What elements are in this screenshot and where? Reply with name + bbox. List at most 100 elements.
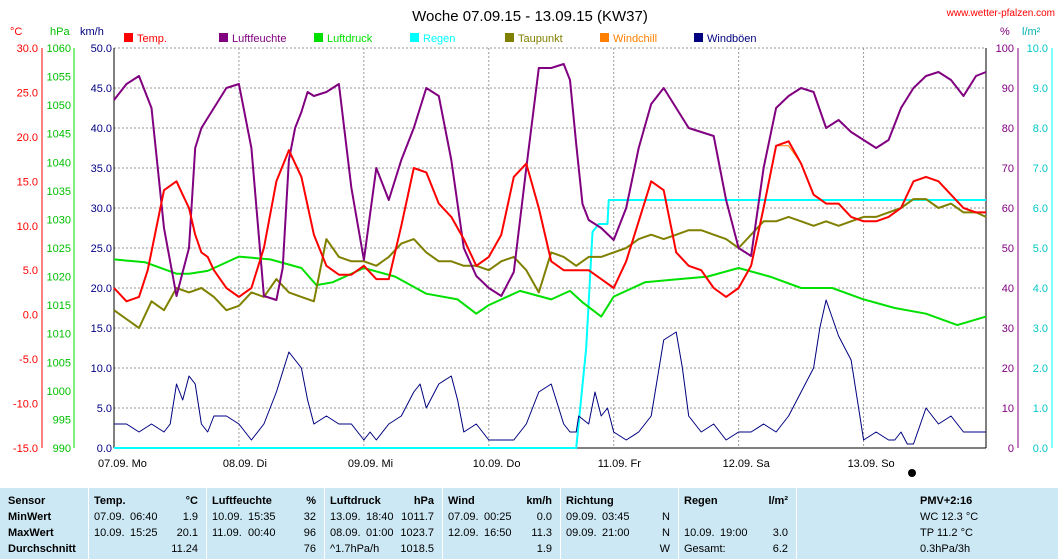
legend-swatch <box>410 33 419 42</box>
stats-rain-header: Regen <box>684 495 718 507</box>
x-day-label: 07.09. Mo <box>98 458 147 470</box>
stats-wind-unit: km/h <box>526 495 552 507</box>
stats-temp-max-time: 15:25 <box>130 527 158 539</box>
stats-separator <box>678 488 679 559</box>
stats-direction-max-date: 09.09. <box>566 527 597 539</box>
humidity-axis-tick: 40 <box>1002 283 1014 295</box>
legend-swatch <box>505 33 514 42</box>
stats-separator <box>560 488 561 559</box>
series-line-regen <box>114 199 986 449</box>
humidity-axis-tick: 80 <box>1002 123 1014 135</box>
wind-axis-tick: 5.0 <box>97 403 112 415</box>
stats-rain-total-value: 6.2 <box>772 543 788 555</box>
humidity-axis-tick: 60 <box>1002 203 1014 215</box>
series-line-windchill <box>113 145 986 302</box>
stats-pressure-max-time: 01:00 <box>366 527 394 539</box>
stats-rain-max-time: 19:00 <box>720 527 748 539</box>
stats-pmv-windchill: WC 12.3 °C <box>920 511 979 523</box>
x-day-label: 12.09. Sa <box>723 458 771 470</box>
rain-axis-tick: 6.0 <box>1033 203 1048 215</box>
pressure-axis-tick: 1060 <box>47 43 71 55</box>
wind-axis-tick: 15.0 <box>91 323 112 335</box>
wind-axis-tick: 40.0 <box>91 123 112 135</box>
chart-axes: 30.0 25.0 20.0 15.0 10.0 5.0 0.0 -5.0 -10.0 -15.0… <box>13 43 1053 455</box>
stats-wind-min-date: 07.09. <box>448 511 479 523</box>
stats-rain-total-label: Gesamt: <box>684 543 726 555</box>
pressure-axis-tick: 1035 <box>47 186 71 198</box>
humidity-axis-tick: 90 <box>1002 83 1014 95</box>
chart-title: Woche 07.09.15 - 13.09.15 (KW37) <box>412 8 648 25</box>
temp-axis-tick: 30.0 <box>17 43 38 55</box>
pressure-axis-tick: 1050 <box>47 100 71 112</box>
wind-axis-tick: 50.0 <box>91 43 112 55</box>
pressure-axis-tick: 1020 <box>47 272 71 284</box>
stats-wind-max-date: 12.09. <box>448 527 479 539</box>
stats-separator <box>796 488 797 559</box>
x-day-label: 09.09. Mi <box>348 458 393 470</box>
stats-temp-avg-value: 11.24 <box>171 543 198 555</box>
legend-item: Luftfeuchte <box>219 33 286 45</box>
stats-wind-header: Wind <box>448 495 475 507</box>
rain-axis-tick: 0.0 <box>1033 443 1048 455</box>
stats-separator <box>206 488 207 559</box>
humidity-axis-tick: 20 <box>1002 363 1014 375</box>
stats-sensor-header: Sensor <box>8 495 46 507</box>
legend-swatch <box>219 33 228 42</box>
chart-series <box>113 63 987 449</box>
stats-temp-header: Temp. <box>94 495 126 507</box>
wind-unit: km/h <box>80 26 104 38</box>
stats-pressure-max-value: 1023.7 <box>400 527 434 539</box>
legend-swatch <box>694 33 703 42</box>
pressure-axis-tick: 1055 <box>47 72 71 84</box>
time-marker-icon <box>908 469 916 477</box>
stats-pressure-min-date: 13.09. <box>330 511 361 523</box>
stats-direction-max-value: N <box>662 527 670 539</box>
stats-pressure-min-value: 1011.7 <box>401 511 434 523</box>
wind-axis-tick: 20.0 <box>91 283 112 295</box>
stats-pressure-max-date: 08.09. <box>330 527 361 539</box>
stats-pmv-header: PMV+2:16 <box>920 495 973 507</box>
temp-axis-tick: 5.0 <box>23 265 38 277</box>
stats-panel: Sensor MinWert MaxWert Durchschnitt Temp… <box>0 488 1058 559</box>
stats-direction-avg-value: W <box>659 543 670 555</box>
stats-separator <box>88 488 89 559</box>
temp-axis-tick: 15.0 <box>17 176 38 188</box>
pressure-axis-tick: 1045 <box>47 129 71 141</box>
stats-rain-unit: l/m² <box>768 495 788 507</box>
temp-axis-tick: 0.0 <box>23 310 38 322</box>
stats-humidity-max-value: 96 <box>303 527 316 539</box>
pressure-axis-tick: 1015 <box>47 300 71 312</box>
rain-axis-tick: 4.0 <box>1033 283 1048 295</box>
x-day-label: 13.09. So <box>848 458 895 470</box>
pressure-axis-tick: 990 <box>53 443 71 455</box>
stats-humidity-max-date: 11.09. <box>212 527 242 539</box>
legend-swatch <box>124 33 133 42</box>
stats-direction-min-value: N <box>662 511 670 523</box>
rain-axis-tick: 5.0 <box>1033 243 1048 255</box>
stats-direction-min-time: 03:45 <box>602 511 630 523</box>
stats-pmv-dewpoint: TP 11.2 °C <box>920 527 973 539</box>
stats-wind-min-time: 00:25 <box>484 511 512 523</box>
x-axis-labels: 07.09. Mo 08.09. Di 09.09. Mi 10.09. Do 11.0… <box>98 458 895 470</box>
stats-pressure-unit: hPa <box>413 495 434 507</box>
stats-humidity-min-date: 10.09. <box>212 511 243 523</box>
temp-axis-tick: 10.0 <box>17 221 38 233</box>
temp-unit: °C <box>10 26 22 38</box>
legend-swatch <box>314 33 323 42</box>
weather-chart: Woche 07.09.15 - 13.09.15 (KW37) www.wet… <box>10 8 1055 477</box>
chart-grid <box>113 47 987 449</box>
wind-axis-tick: 30.0 <box>91 203 112 215</box>
pressure-unit: hPa <box>50 26 70 38</box>
rain-axis-tick: 2.0 <box>1033 363 1048 375</box>
legend-label: Luftfeuchte <box>232 33 286 45</box>
temp-axis-tick: -15.0 <box>13 443 38 455</box>
stats-direction-header: Richtung <box>566 495 614 507</box>
stats-row-label-max: MaxWert <box>8 527 54 539</box>
stats-pressure-trend: ^1.7hPa/h <box>330 543 380 555</box>
stats-humidity-unit: % <box>306 495 316 507</box>
legend-label: Windböen <box>707 33 757 45</box>
stats-temp-min-value: 1.9 <box>182 511 198 523</box>
series-line-temp- <box>113 140 986 303</box>
series-line-luftdruck <box>113 255 987 327</box>
humidity-axis-tick: 0 <box>1008 443 1014 455</box>
